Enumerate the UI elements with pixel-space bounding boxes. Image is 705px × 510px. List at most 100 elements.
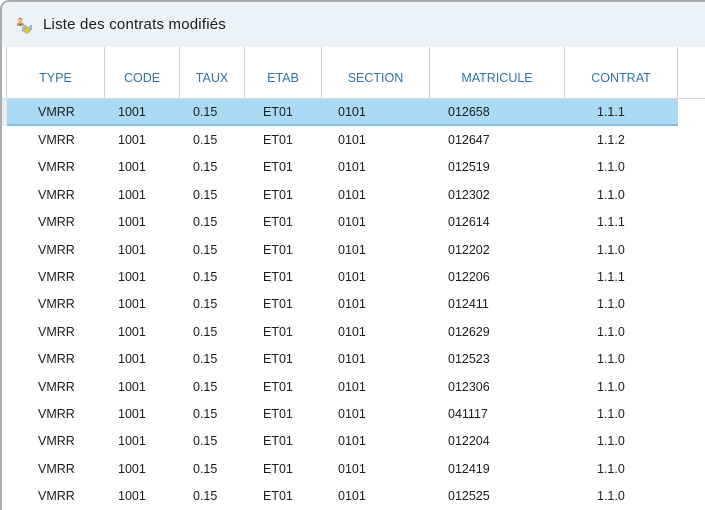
table-row[interactable]: VMRR 1001 0.15 ET01 0101 041117 1.1.0 xyxy=(2,400,705,428)
cell-matricule[interactable]: 012411 xyxy=(448,297,489,312)
row-selector-gutter[interactable] xyxy=(2,208,7,236)
row-selector-gutter[interactable] xyxy=(2,482,7,510)
cell-taux[interactable]: 0.15 xyxy=(193,270,218,285)
cell-etab[interactable]: ET01 xyxy=(263,324,293,339)
cell-taux[interactable]: 0.15 xyxy=(193,297,218,312)
table-row[interactable]: VMRR 1001 0.15 ET01 0101 012525 1.1.0 xyxy=(2,482,705,510)
row-selector-gutter[interactable] xyxy=(2,427,7,456)
cell-section[interactable]: 0101 xyxy=(322,99,430,127)
cell-matricule[interactable]: 012614 xyxy=(448,215,490,230)
cell-section[interactable]: 0101 xyxy=(338,187,366,202)
cell-type[interactable]: VMRR xyxy=(38,379,75,394)
table-row[interactable]: VMRR 1001 0.15 ET01 0101 012614 1.1.1 xyxy=(2,208,705,236)
cell-taux[interactable]: 0.15 xyxy=(193,133,218,148)
cell-code[interactable]: 1001 xyxy=(118,379,146,394)
column-header-contrat[interactable]: CONTRAT xyxy=(565,47,678,98)
cell-taux[interactable]: 0.15 xyxy=(193,324,218,339)
cell-contrat[interactable]: 1.1.1 xyxy=(597,270,625,285)
table-row[interactable]: VMRR 1001 0.15 ET01 0101 012523 1.1.0 xyxy=(2,345,705,373)
cell-taux[interactable]: 0.15 xyxy=(193,461,218,476)
cell-section[interactable]: 0101 xyxy=(338,297,366,312)
cell-etab[interactable]: ET01 xyxy=(263,160,293,175)
cell-code[interactable]: 1001 xyxy=(118,461,146,476)
cell-etab[interactable]: ET01 xyxy=(263,434,293,449)
column-header-type[interactable]: TYPE xyxy=(7,47,105,98)
cell-taux[interactable]: 0.15 xyxy=(193,379,218,394)
cell-type[interactable]: VMRR xyxy=(7,99,105,127)
cell-contrat[interactable]: 1.1.0 xyxy=(597,379,625,394)
cell-section[interactable]: 0101 xyxy=(338,215,366,230)
cell-matricule[interactable]: 012204 xyxy=(448,434,490,449)
row-selector-gutter[interactable] xyxy=(2,263,7,291)
cell-section[interactable]: 0101 xyxy=(338,461,366,476)
cell-contrat[interactable]: 1.1.2 xyxy=(597,133,625,148)
cell-type[interactable]: VMRR xyxy=(38,352,75,367)
cell-type[interactable]: VMRR xyxy=(38,215,75,230)
cell-taux[interactable]: 0.15 xyxy=(193,242,218,257)
cell-taux[interactable]: 0.15 xyxy=(193,187,218,202)
row-selector-gutter[interactable] xyxy=(2,235,7,264)
cell-type[interactable]: VMRR xyxy=(38,461,75,476)
row-selector-gutter[interactable] xyxy=(2,372,7,401)
cell-taux[interactable]: 0.15 xyxy=(193,406,218,421)
cell-etab[interactable]: ET01 xyxy=(263,215,293,230)
cell-section[interactable]: 0101 xyxy=(338,324,366,339)
cell-type[interactable]: VMRR xyxy=(38,406,75,421)
row-selector-gutter[interactable] xyxy=(2,345,7,373)
cell-type[interactable]: VMRR xyxy=(38,489,75,504)
cell-type[interactable]: VMRR xyxy=(38,270,75,285)
cell-matricule[interactable]: 012525 xyxy=(448,489,490,504)
cell-section[interactable]: 0101 xyxy=(338,270,366,285)
cell-type[interactable]: VMRR xyxy=(38,242,75,257)
cell-taux[interactable]: 0.15 xyxy=(193,215,218,230)
cell-code[interactable]: 1001 xyxy=(118,270,146,285)
row-selector-gutter[interactable] xyxy=(2,318,7,346)
cell-code[interactable]: 1001 xyxy=(105,99,180,127)
cell-etab[interactable]: ET01 xyxy=(263,489,293,504)
row-selector-gutter[interactable] xyxy=(2,181,7,209)
cell-contrat[interactable]: 1.1.0 xyxy=(597,434,625,449)
cell-matricule[interactable]: 012206 xyxy=(448,270,490,285)
cell-etab[interactable]: ET01 xyxy=(263,406,293,421)
cell-section[interactable]: 0101 xyxy=(338,406,366,421)
cell-section[interactable]: 0101 xyxy=(338,379,366,394)
column-header-taux[interactable]: TAUX xyxy=(180,47,245,98)
cell-contrat[interactable]: 1.1.0 xyxy=(597,297,625,312)
cell-code[interactable]: 1001 xyxy=(118,242,146,257)
cell-code[interactable]: 1001 xyxy=(118,352,146,367)
table-row[interactable]: VMRR 1001 0.15 ET01 0101 012658 1.1.1 xyxy=(2,99,705,127)
table-row[interactable]: VMRR 1001 0.15 ET01 0101 012302 1.1.0 xyxy=(2,181,705,209)
cell-code[interactable]: 1001 xyxy=(118,215,146,230)
table-row[interactable]: VMRR 1001 0.15 ET01 0101 012519 1.1.0 xyxy=(2,153,705,182)
cell-matricule[interactable]: 041117 xyxy=(448,406,488,421)
cell-contrat[interactable]: 1.1.0 xyxy=(597,352,625,367)
cell-type[interactable]: VMRR xyxy=(38,187,75,202)
cell-code[interactable]: 1001 xyxy=(118,324,146,339)
cell-etab[interactable]: ET01 xyxy=(263,242,293,257)
cell-contrat[interactable]: 1.1.0 xyxy=(597,160,625,175)
table-row[interactable]: VMRR 1001 0.15 ET01 0101 012206 1.1.1 xyxy=(2,263,705,291)
cell-taux[interactable]: 0.15 xyxy=(193,434,218,449)
row-selector-gutter[interactable] xyxy=(2,99,7,127)
cell-type[interactable]: VMRR xyxy=(38,434,75,449)
cell-type[interactable]: VMRR xyxy=(38,324,75,339)
cell-code[interactable]: 1001 xyxy=(118,133,146,148)
cell-contrat[interactable]: 1.1.0 xyxy=(597,406,625,421)
cell-matricule[interactable]: 012306 xyxy=(448,379,490,394)
row-selector-gutter[interactable] xyxy=(2,153,7,182)
cell-code[interactable]: 1001 xyxy=(118,297,146,312)
cell-etab[interactable]: ET01 xyxy=(263,352,293,367)
table-row[interactable]: VMRR 1001 0.15 ET01 0101 012204 1.1.0 xyxy=(2,427,705,456)
column-header-matricule[interactable]: MATRICULE xyxy=(430,47,565,98)
table-row[interactable]: VMRR 1001 0.15 ET01 0101 012629 1.1.0 xyxy=(2,318,705,346)
row-selector-gutter[interactable] xyxy=(2,126,7,154)
cell-section[interactable]: 0101 xyxy=(338,489,366,504)
cell-matricule[interactable]: 012202 xyxy=(448,242,490,257)
cell-type[interactable]: VMRR xyxy=(38,133,75,148)
table-row[interactable]: VMRR 1001 0.15 ET01 0101 012647 1.1.2 xyxy=(2,126,705,154)
cell-matricule[interactable]: 012629 xyxy=(448,324,490,339)
cell-etab[interactable]: ET01 xyxy=(263,133,293,148)
cell-etab[interactable]: ET01 xyxy=(263,187,293,202)
cell-matricule[interactable]: 012302 xyxy=(448,187,490,202)
cell-etab[interactable]: ET01 xyxy=(263,379,293,394)
